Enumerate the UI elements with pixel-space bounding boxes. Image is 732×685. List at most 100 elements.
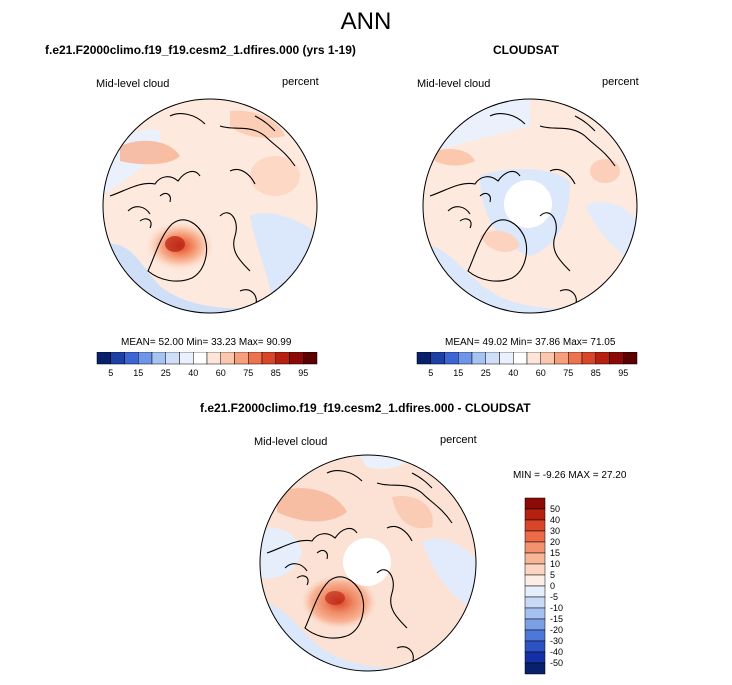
colorbar-tick-label: 40 bbox=[550, 515, 560, 525]
colorbar-swatch bbox=[289, 352, 304, 365]
colorbar-swatch bbox=[471, 352, 486, 365]
colorbar-swatch bbox=[151, 352, 166, 365]
diff-polar-map bbox=[259, 454, 477, 672]
colorbar-swatch bbox=[96, 352, 111, 365]
obs-stats: MEAN= 49.02 Min= 37.86 Max= 71.05 bbox=[445, 337, 615, 348]
colorbar-swatch bbox=[609, 352, 624, 365]
colorbar-swatch bbox=[524, 585, 546, 598]
colorbar-swatch bbox=[234, 352, 249, 365]
colorbar-swatch bbox=[524, 640, 546, 653]
diff-panel-title: f.e21.F2000climo.f19_f19.cesm2_1.dfires.… bbox=[200, 401, 531, 415]
colorbar-swatch bbox=[499, 352, 514, 365]
model-max-region bbox=[165, 236, 185, 252]
colorbar-swatch bbox=[595, 352, 610, 365]
colorbar-tick-label: 5 bbox=[428, 368, 433, 378]
model-polar-map bbox=[102, 98, 318, 314]
colorbar-swatch bbox=[206, 352, 221, 365]
colorbar-swatch bbox=[485, 352, 500, 365]
obs-min-value: 37.86 bbox=[535, 337, 561, 348]
colorbar-swatch bbox=[524, 629, 546, 642]
model-high-region bbox=[120, 140, 180, 165]
obs-coastlines bbox=[429, 113, 616, 307]
model-panel-title: f.e21.F2000climo.f19_f19.cesm2_1.dfires.… bbox=[45, 43, 356, 57]
diff-variable-label: Mid-level cloud bbox=[254, 436, 328, 448]
diff-max-region bbox=[325, 591, 345, 605]
colorbar-tick-label: -40 bbox=[550, 647, 563, 657]
diff-min-value: -9.26 bbox=[542, 470, 566, 481]
colorbar-tick-label: 50 bbox=[550, 504, 560, 514]
colorbar-swatch bbox=[444, 352, 459, 365]
model-map-border bbox=[102, 98, 318, 314]
obs-high-region bbox=[480, 230, 520, 252]
colorbar-tick-label: -10 bbox=[550, 603, 563, 613]
obs-panel-title: CLOUDSAT bbox=[493, 43, 559, 57]
colorbar-tick-label: 25 bbox=[481, 368, 491, 378]
colorbar-swatch bbox=[138, 352, 153, 365]
model-max-value: 90.99 bbox=[266, 337, 292, 348]
colorbar-swatch bbox=[524, 651, 546, 664]
colorbar-tick-label: 40 bbox=[188, 368, 198, 378]
colorbar-swatch bbox=[524, 563, 546, 576]
colorbar-swatch bbox=[581, 352, 596, 365]
colorbar-swatch bbox=[124, 352, 139, 365]
colorbar-tick-label: 95 bbox=[298, 368, 308, 378]
colorbar-tick-label: 40 bbox=[508, 368, 518, 378]
model-high-region bbox=[250, 156, 300, 196]
colorbar-tick-label: 75 bbox=[243, 368, 253, 378]
obs-max-label: Max= bbox=[562, 337, 588, 348]
colorbar-swatch bbox=[275, 352, 290, 365]
obs-mean-value: 49.02 bbox=[482, 337, 508, 348]
colorbar-swatch bbox=[568, 352, 583, 365]
model-max-label: Max= bbox=[238, 337, 264, 348]
obs-units-label: percent bbox=[602, 76, 639, 88]
diff-min-label: MIN = bbox=[513, 470, 540, 481]
colorbar-swatch bbox=[165, 352, 180, 365]
diff-units-label: percent bbox=[440, 434, 477, 446]
diff-negative-region bbox=[260, 528, 302, 579]
colorbar-swatch bbox=[220, 352, 235, 365]
colorbar-swatch bbox=[623, 352, 638, 365]
colorbar-swatch bbox=[303, 352, 318, 365]
colorbar-swatch bbox=[524, 508, 546, 521]
diff-max-label: MAX = bbox=[568, 470, 599, 481]
colorbar-swatch bbox=[554, 352, 569, 365]
colorbar-swatch bbox=[524, 596, 546, 609]
colorbar-swatch bbox=[110, 352, 125, 365]
colorbar-tick-label: 30 bbox=[550, 526, 560, 536]
colorbar-swatch bbox=[416, 352, 431, 365]
model-min-value: 33.23 bbox=[211, 337, 237, 348]
colorbar-swatch bbox=[261, 352, 276, 365]
colorbar-swatch bbox=[513, 352, 528, 365]
diff-max-value: 27.20 bbox=[601, 470, 627, 481]
colorbar-swatch bbox=[524, 607, 546, 620]
obs-map-border bbox=[422, 98, 638, 314]
colorbar-swatch bbox=[248, 352, 263, 365]
colorbar-tick-label: 60 bbox=[536, 368, 546, 378]
obs-high-region bbox=[435, 149, 475, 166]
model-stats: MEAN= 52.00 Min= 33.23 Max= 90.99 bbox=[121, 337, 291, 348]
obs-variable-label: Mid-level cloud bbox=[417, 78, 491, 90]
model-mean-value: 52.00 bbox=[158, 337, 184, 348]
model-field-base bbox=[103, 99, 317, 313]
colorbar-tick-label: -30 bbox=[550, 636, 563, 646]
colorbar-swatch bbox=[458, 352, 473, 365]
colorbar-swatch bbox=[524, 497, 546, 510]
colorbar-tick-label: 15 bbox=[550, 548, 560, 558]
model-units-label: percent bbox=[282, 76, 319, 88]
obs-colorbar: 5 15 25 40 60 75 85 95 bbox=[416, 352, 638, 378]
colorbar-tick-label: 15 bbox=[133, 368, 143, 378]
obs-low-region bbox=[585, 202, 637, 266]
colorbar-tick-label: 10 bbox=[550, 559, 560, 569]
model-high-region bbox=[230, 110, 285, 138]
diff-coastlines bbox=[266, 470, 453, 664]
colorbar-tick-label: -50 bbox=[550, 658, 563, 668]
colorbar-tick-label: 0 bbox=[550, 581, 555, 591]
colorbar-swatch bbox=[179, 352, 194, 365]
diff-missing-region bbox=[343, 538, 391, 586]
colorbar-swatch bbox=[524, 552, 546, 565]
colorbar-tick-label: 95 bbox=[618, 368, 628, 378]
colorbar-tick-label: -15 bbox=[550, 614, 563, 624]
colorbar-tick-label: -20 bbox=[550, 625, 563, 635]
colorbar-tick-label: 60 bbox=[216, 368, 226, 378]
